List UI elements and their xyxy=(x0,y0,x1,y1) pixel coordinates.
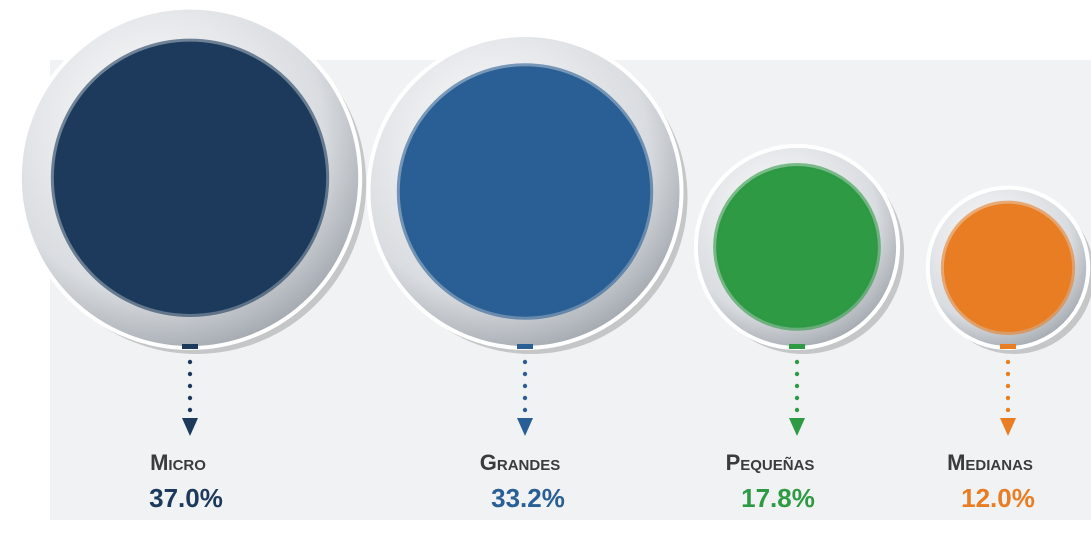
bubble-inner xyxy=(713,163,881,331)
dot xyxy=(1005,359,1011,365)
dot xyxy=(522,395,528,401)
dot xyxy=(522,407,528,413)
dot xyxy=(187,359,193,365)
value-label: 33.2% xyxy=(491,483,565,513)
marker xyxy=(789,344,805,349)
dot xyxy=(794,383,800,389)
dot xyxy=(522,359,528,365)
dot xyxy=(794,359,800,365)
bubble-inner xyxy=(50,38,330,317)
dot xyxy=(187,383,193,389)
dot xyxy=(794,407,800,413)
arrow xyxy=(517,418,533,436)
bubble-inner xyxy=(940,200,1076,335)
dot xyxy=(1005,383,1011,389)
marker xyxy=(1000,344,1016,349)
dot xyxy=(187,371,193,377)
bubble-inner xyxy=(396,63,654,320)
arrow xyxy=(1000,418,1016,436)
value-label: 12.0% xyxy=(961,483,1035,513)
arrow xyxy=(182,418,198,436)
marker xyxy=(182,344,198,349)
dot xyxy=(522,371,528,377)
marker xyxy=(517,344,533,349)
category-label: Grandes xyxy=(480,450,560,475)
dot xyxy=(1005,371,1011,377)
value-label: 37.0% xyxy=(149,483,223,513)
category-label: Medianas xyxy=(947,450,1033,475)
dot xyxy=(1005,407,1011,413)
dot xyxy=(794,395,800,401)
value-label: 17.8% xyxy=(741,483,815,513)
category-label: Pequeñas xyxy=(726,450,815,475)
dot xyxy=(522,383,528,389)
category-label: Micro xyxy=(150,450,206,475)
dot xyxy=(187,395,193,401)
dot xyxy=(1005,395,1011,401)
dot xyxy=(187,407,193,413)
arrow xyxy=(789,418,805,436)
dot xyxy=(794,371,800,377)
